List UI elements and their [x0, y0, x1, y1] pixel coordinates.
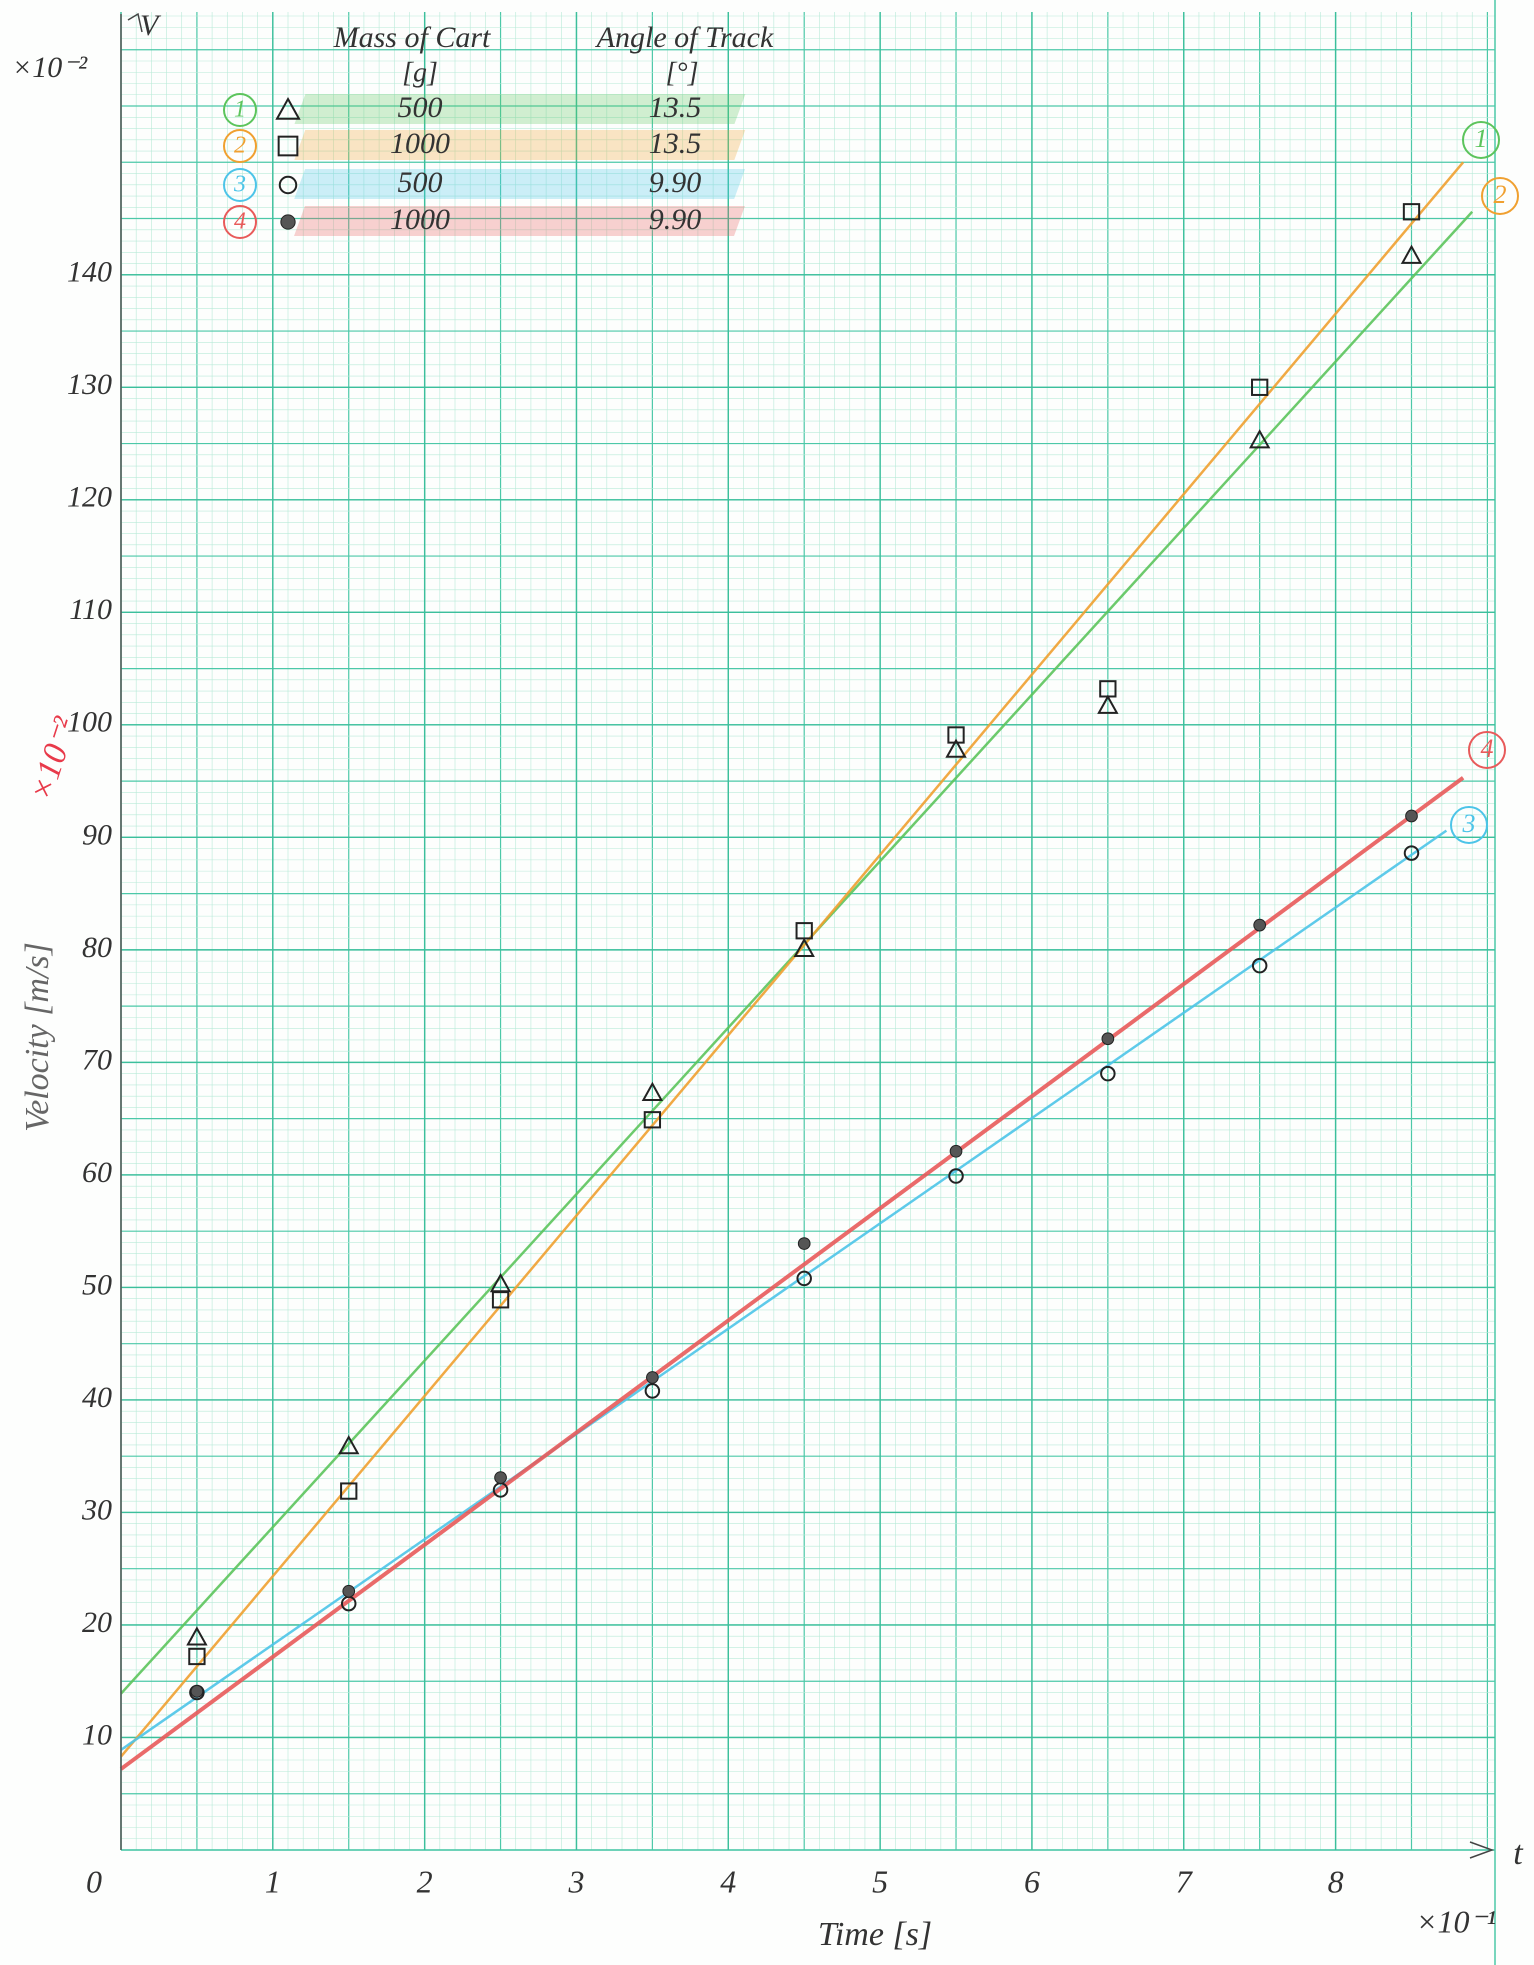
y-tick-label: 110 — [69, 593, 112, 626]
legend-header: [°] — [666, 57, 699, 88]
x-tick-label: 4 — [720, 1863, 736, 1899]
x-axis-label: Time [s] — [818, 1916, 932, 1953]
curve-label: 4 — [1481, 734, 1494, 763]
legend-angle: 13.5 — [649, 91, 702, 124]
dot-marker — [798, 1238, 810, 1250]
y-tick-label: 90 — [82, 818, 112, 851]
chart: 1234 ×10⁻² V Mass of Cart [g] Angle of T… — [0, 0, 1534, 1965]
x-tick-label: 0 — [86, 1863, 102, 1899]
legend: 1 500 13.5 2 1000 13.5 3 500 9.90 4 1000 9.90 — [224, 91, 745, 238]
y-tick-label: 50 — [82, 1268, 112, 1301]
legend-header: [g] — [402, 57, 438, 88]
y-axis-symbol: V — [140, 9, 162, 42]
y-tick-label: 20 — [82, 1606, 112, 1639]
y-unit-note: ×10⁻² — [12, 51, 88, 84]
dot-marker — [1254, 919, 1266, 931]
x-tick-label: 8 — [1328, 1863, 1344, 1899]
y-tick-label: 70 — [82, 1043, 112, 1076]
y-tick-label: 140 — [67, 256, 112, 289]
dot-marker — [950, 1145, 962, 1157]
x-tick-label: 3 — [567, 1863, 584, 1899]
tick-labels: 0 1 2 3 4 5 6 7 8 10 20 30 40 50 60 70 80 90 100 110 120 130 1… — [67, 256, 1344, 1900]
legend-angle: 13.5 — [649, 127, 702, 160]
x-tick-label: 1 — [265, 1863, 281, 1899]
legend-label: 2 — [234, 133, 246, 159]
y-tick-label: 100 — [67, 706, 112, 739]
x-tick-label: 2 — [417, 1863, 433, 1899]
y-tick-label: 40 — [82, 1381, 112, 1414]
curve-label: 1 — [1475, 124, 1488, 153]
curve-label: 3 — [1462, 809, 1476, 838]
legend-angle: 9.90 — [649, 166, 702, 199]
legend-mass: 1000 — [390, 127, 450, 160]
y-tick-label: 60 — [82, 1156, 112, 1189]
x-tick-label: 6 — [1024, 1863, 1040, 1899]
legend-mass: 1000 — [390, 203, 450, 236]
dot-marker — [1102, 1033, 1114, 1045]
curve-label: 2 — [1494, 180, 1507, 209]
x-axis-symbol: t — [1513, 1835, 1524, 1872]
legend-label: 1 — [234, 97, 246, 123]
dot-marker — [281, 215, 295, 229]
legend-angle: 9.90 — [649, 203, 702, 236]
dot-marker — [1406, 810, 1418, 822]
x-tick-label: 5 — [872, 1863, 888, 1899]
dot-marker — [647, 1372, 659, 1384]
x-axis-scale: ×10⁻¹ — [1416, 1903, 1496, 1939]
y-tick-label: 130 — [67, 368, 112, 401]
y-axis-label: Velocity [m/s] — [19, 942, 56, 1132]
legend-mass: 500 — [398, 166, 443, 199]
y-tick-label: 80 — [82, 931, 112, 964]
legend-label: 3 — [233, 172, 246, 198]
y-tick-label: 120 — [67, 481, 112, 514]
legend-header: Angle of Track — [595, 21, 774, 54]
legend-label: 4 — [234, 209, 246, 235]
dot-marker — [343, 1585, 355, 1597]
dot-marker — [191, 1686, 203, 1698]
y-tick-label: 10 — [82, 1718, 112, 1751]
y-tick-label: 30 — [81, 1493, 112, 1526]
graph-paper — [121, 0, 1495, 1965]
x-tick-label: 7 — [1176, 1863, 1194, 1899]
dot-marker — [495, 1472, 507, 1484]
legend-mass: 500 — [398, 91, 443, 124]
legend-header: Mass of Cart — [333, 21, 491, 54]
